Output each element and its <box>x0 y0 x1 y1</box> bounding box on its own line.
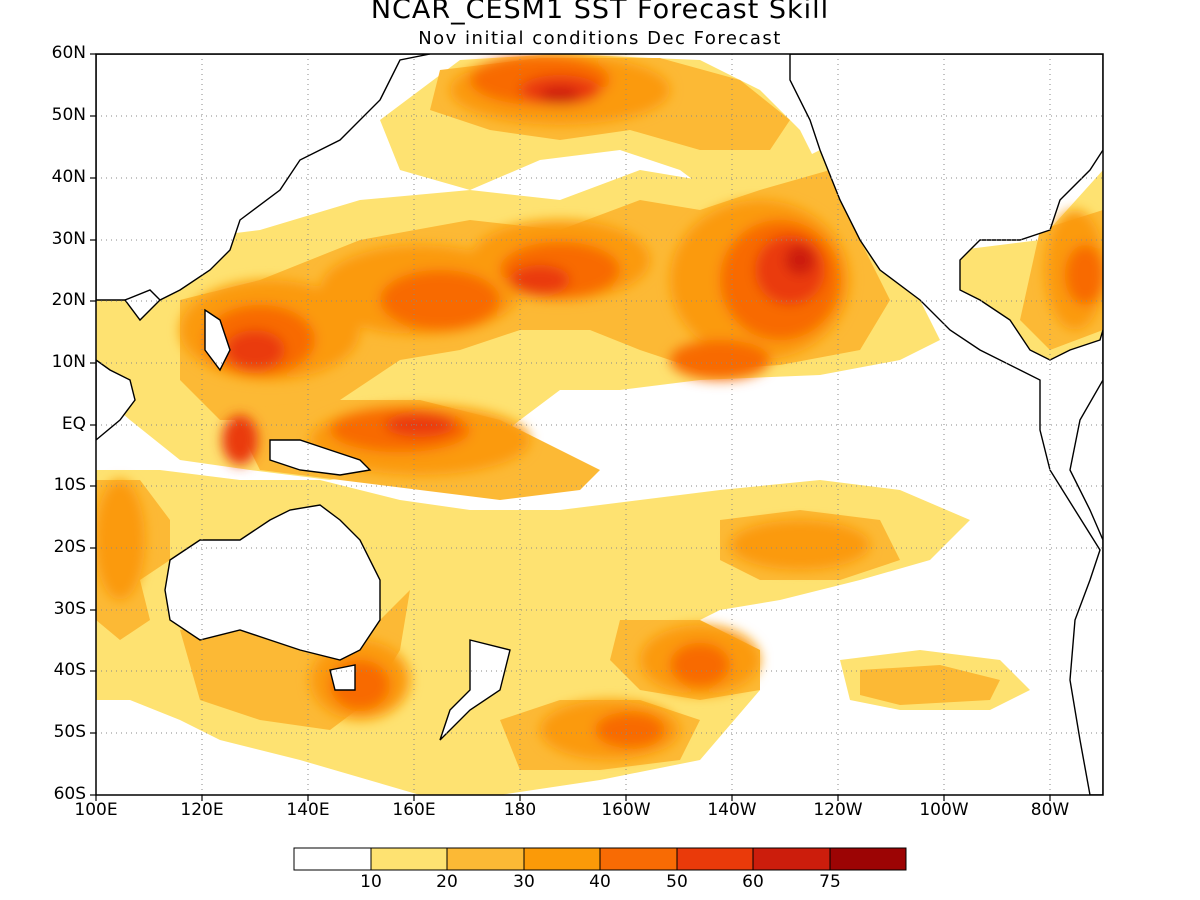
colorbar <box>293 847 907 871</box>
colorbar-label: 50 <box>666 872 688 892</box>
colorbar-label: 75 <box>819 872 841 892</box>
map-title: NCAR_CESM1 SST Forecast Skill <box>370 0 830 25</box>
lon-label: 140E <box>286 800 330 820</box>
axis-ticks <box>90 53 1051 801</box>
colorbar-label: 20 <box>436 872 458 892</box>
colorbar-label: 30 <box>513 872 535 892</box>
lon-label: 100W <box>919 800 969 820</box>
lat-label: 30S <box>53 599 86 619</box>
lat-label: 50S <box>53 722 86 742</box>
colorbar-bin-2 <box>446 847 525 871</box>
lon-label: 160W <box>601 800 651 820</box>
lat-label: 20S <box>53 537 86 557</box>
colorbar-label: 60 <box>742 872 764 892</box>
grid-lines <box>96 54 1103 795</box>
colorbar-bin-0 <box>293 847 372 871</box>
lat-label: EQ <box>61 414 86 434</box>
lat-label: 30N <box>51 229 86 249</box>
colorbar-bin-6 <box>752 847 831 871</box>
lat-label: 40N <box>51 167 86 187</box>
lat-label: 20N <box>51 290 86 310</box>
lon-label: 120E <box>180 800 224 820</box>
colorbar-bin-1 <box>370 847 448 871</box>
colorbar-label: 40 <box>589 872 611 892</box>
lon-label: 180 <box>503 800 537 820</box>
skill-field <box>96 54 1103 795</box>
lat-label: 10N <box>51 352 86 372</box>
lon-label: 100E <box>74 800 118 820</box>
colorbar-bin-5 <box>676 847 754 871</box>
lat-label: 10S <box>53 475 86 495</box>
lon-label: 160E <box>392 800 436 820</box>
lon-label: 80W <box>1030 800 1070 820</box>
lat-label: 50N <box>51 105 86 125</box>
lat-label: 60S <box>53 784 86 804</box>
lat-label: 60N <box>51 43 86 63</box>
lon-label: 120W <box>813 800 863 820</box>
lon-label: 140W <box>707 800 757 820</box>
colorbar-bin-4 <box>599 847 678 871</box>
map-subtitle: Nov initial conditions Dec Forecast <box>418 28 782 49</box>
colorbar-bin-7 <box>829 847 907 871</box>
colorbar-label: 10 <box>360 872 382 892</box>
colorbar-bin-3 <box>523 847 601 871</box>
lat-label: 40S <box>53 660 86 680</box>
